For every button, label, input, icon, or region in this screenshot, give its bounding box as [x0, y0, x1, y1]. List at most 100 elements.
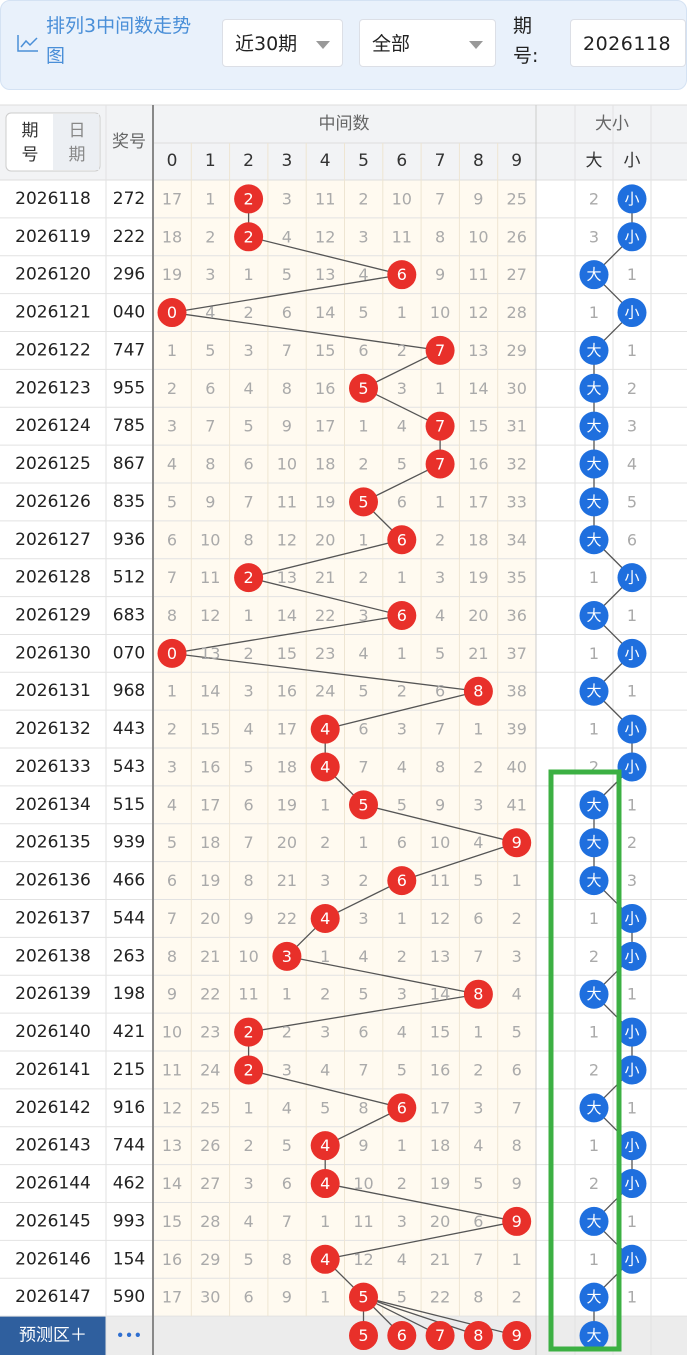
hit-number: 0	[167, 303, 177, 322]
miss-count: 1	[512, 871, 522, 890]
issue: 2026119	[15, 227, 91, 247]
size-miss: 1	[589, 644, 599, 663]
miss-count: 17	[430, 1098, 450, 1117]
miss-count: 5	[167, 833, 177, 852]
trend-line	[248, 236, 402, 276]
miss-count: 5	[244, 757, 254, 776]
size-ball	[617, 184, 647, 214]
miss-count: 4	[205, 303, 215, 322]
size-ball	[579, 335, 609, 365]
predict-size-ball	[579, 1321, 609, 1351]
miss-count: 13	[430, 947, 450, 966]
digit-header: 0	[167, 151, 178, 171]
size-header: 大小	[595, 114, 629, 134]
size-ball	[579, 676, 609, 706]
miss-count: 12	[200, 606, 220, 625]
hit-number: 2	[244, 227, 254, 246]
hit-ball	[387, 525, 417, 555]
hit-number: 0	[167, 644, 177, 663]
miss-count: 22	[200, 985, 220, 1004]
digit-header: 4	[320, 151, 331, 171]
miss-count: 14	[277, 606, 297, 625]
miss-count: 1	[205, 189, 215, 208]
hit-ball	[234, 1017, 264, 1047]
miss-count: 5	[205, 341, 215, 360]
digit-header: 8	[473, 151, 484, 171]
size-miss: 1	[589, 568, 599, 587]
size-text: 小	[624, 190, 639, 208]
predict-label[interactable]: 预测区＋	[19, 1326, 87, 1346]
chart-icon	[17, 35, 38, 52]
trend-line	[248, 1069, 402, 1109]
filter-select[interactable]: 全部	[359, 19, 496, 67]
miss-count: 1	[320, 1212, 330, 1231]
trend-line	[248, 577, 402, 617]
miss-count: 14	[162, 1174, 182, 1193]
issue: 2026137	[15, 908, 91, 928]
hit-ball	[349, 790, 378, 820]
issue: 2026147	[15, 1287, 91, 1307]
miss-count: 33	[507, 492, 527, 511]
miss-count: 5	[435, 644, 445, 663]
miss-count: 11	[468, 265, 488, 284]
size-ball	[617, 941, 647, 971]
miss-count: 1	[397, 568, 407, 587]
hit-ball	[387, 260, 417, 290]
miss-count: 7	[167, 909, 177, 928]
miss-count: 2	[397, 1174, 407, 1193]
miss-count: 8	[282, 379, 292, 398]
miss-count: 3	[320, 1023, 330, 1042]
tab-issue[interactable]: 期号	[22, 121, 39, 165]
hit-ball	[502, 828, 532, 858]
tab-date[interactable]: 日期	[69, 121, 86, 165]
miss-count: 4	[435, 606, 445, 625]
miss-count: 8	[435, 757, 445, 776]
prize-number: 462	[113, 1174, 145, 1194]
miss-count: 7	[435, 720, 445, 739]
trend-line	[248, 539, 402, 579]
digit-header: 2	[243, 151, 254, 171]
miss-count: 2	[397, 947, 407, 966]
miss-count: 32	[507, 455, 527, 474]
size-ball	[579, 449, 609, 479]
miss-count: 14	[430, 985, 450, 1004]
trend-line	[325, 1220, 517, 1260]
hit-number: 5	[358, 1288, 368, 1307]
miss-count: 5	[282, 1136, 292, 1155]
miss-count: 2	[473, 1060, 483, 1079]
miss-count: 5	[397, 1288, 407, 1307]
size-text: 小	[624, 947, 639, 965]
prize-number: 544	[113, 908, 145, 928]
miss-count: 22	[277, 909, 297, 928]
period-select[interactable]: 近30期	[222, 19, 343, 67]
more-button[interactable]: •••	[116, 1327, 143, 1345]
miss-count: 9	[435, 265, 445, 284]
hit-number: 8	[473, 682, 483, 701]
size-miss: 1	[627, 606, 637, 625]
size-text: 大	[586, 493, 601, 511]
predict-number: 8	[473, 1326, 483, 1345]
miss-count: 5	[358, 682, 368, 701]
miss-count: 9	[358, 1136, 368, 1155]
size-text: 大	[586, 379, 601, 397]
miss-count: 2	[205, 227, 215, 246]
miss-count: 21	[200, 947, 220, 966]
prize-number: 916	[113, 1098, 145, 1118]
issue: 2026120	[15, 265, 91, 285]
miss-count: 2	[167, 379, 177, 398]
miss-count: 9	[167, 985, 177, 1004]
size-ball	[579, 1093, 609, 1123]
hit-ball	[157, 298, 187, 328]
size-miss: 2	[589, 1060, 599, 1079]
size-text: 小	[624, 720, 639, 738]
hit-number: 5	[358, 795, 368, 814]
miss-count: 11	[238, 985, 258, 1004]
issue-input[interactable]: 2026118	[570, 19, 686, 67]
prize-number: 272	[113, 189, 145, 209]
hit-number: 2	[244, 1023, 254, 1042]
miss-count: 5	[320, 1098, 330, 1117]
miss-count: 3	[512, 947, 522, 966]
size-text: 大	[586, 417, 601, 435]
prize-number: 744	[113, 1136, 145, 1156]
